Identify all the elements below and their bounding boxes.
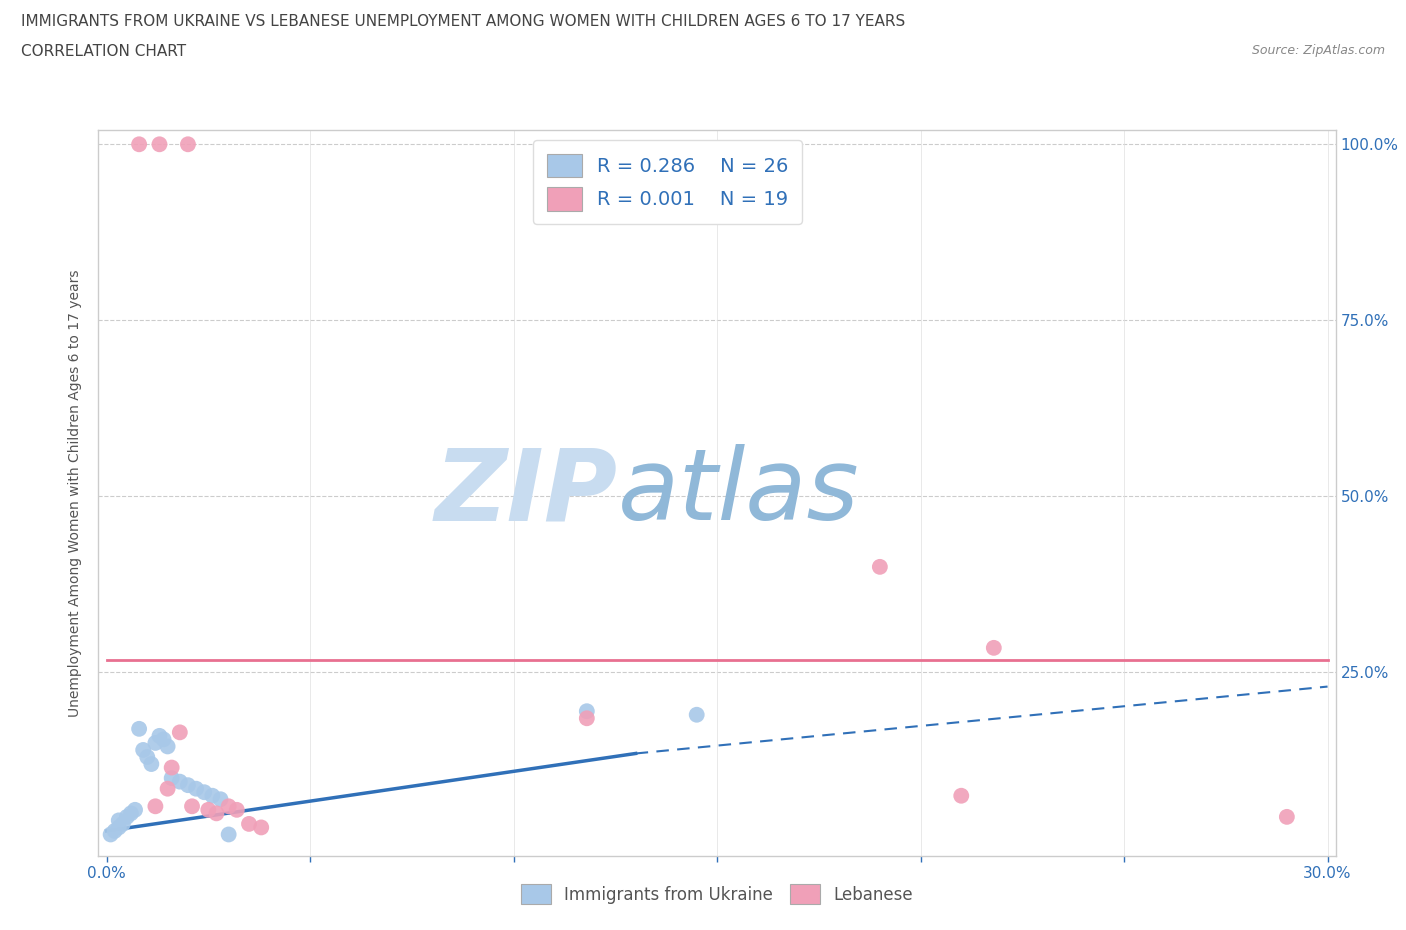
Point: [156, 781, 179, 796]
Point: [107, 820, 129, 835]
Point: [160, 771, 183, 786]
Point: [128, 722, 150, 737]
Point: [145, 799, 167, 814]
Text: atlas: atlas: [619, 445, 859, 541]
Point: [124, 803, 146, 817]
Point: [197, 803, 219, 817]
Point: [115, 809, 138, 824]
Point: [177, 137, 200, 152]
Point: [156, 739, 179, 754]
Point: [238, 817, 260, 831]
Legend: Immigrants from Ukraine, Lebanese: Immigrants from Ukraine, Lebanese: [513, 875, 921, 912]
Point: [983, 641, 1005, 656]
Point: [869, 560, 891, 575]
Text: CORRELATION CHART: CORRELATION CHART: [21, 44, 186, 59]
Point: [181, 799, 204, 814]
Point: [950, 789, 973, 804]
Text: Source: ZipAtlas.com: Source: ZipAtlas.com: [1251, 44, 1385, 57]
Point: [136, 750, 159, 764]
Point: [575, 711, 598, 725]
Point: [104, 823, 127, 838]
Text: IMMIGRANTS FROM UKRAINE VS LEBANESE UNEMPLOYMENT AMONG WOMEN WITH CHILDREN AGES : IMMIGRANTS FROM UKRAINE VS LEBANESE UNEM…: [21, 14, 905, 29]
Point: [193, 785, 215, 800]
Point: [169, 724, 191, 739]
Y-axis label: Unemployment Among Women with Children Ages 6 to 17 years: Unemployment Among Women with Children A…: [69, 269, 83, 717]
Point: [205, 806, 228, 821]
Point: [120, 806, 142, 821]
Point: [111, 817, 134, 831]
Point: [107, 813, 129, 828]
Point: [177, 777, 200, 792]
Point: [148, 137, 170, 152]
Point: [132, 742, 155, 757]
Point: [148, 728, 170, 743]
Point: [100, 827, 122, 842]
Point: [686, 708, 709, 723]
Point: [141, 757, 163, 772]
Point: [209, 791, 232, 806]
Point: [160, 760, 183, 775]
Point: [218, 799, 240, 814]
Point: [169, 774, 191, 789]
Point: [1275, 809, 1298, 824]
Point: [145, 736, 167, 751]
Point: [184, 781, 207, 796]
Point: [128, 137, 150, 152]
Point: [218, 827, 240, 842]
Point: [250, 820, 273, 835]
Text: ZIP: ZIP: [434, 445, 619, 541]
Point: [575, 704, 598, 719]
Point: [152, 732, 174, 747]
Point: [201, 789, 224, 804]
Point: [225, 803, 247, 817]
